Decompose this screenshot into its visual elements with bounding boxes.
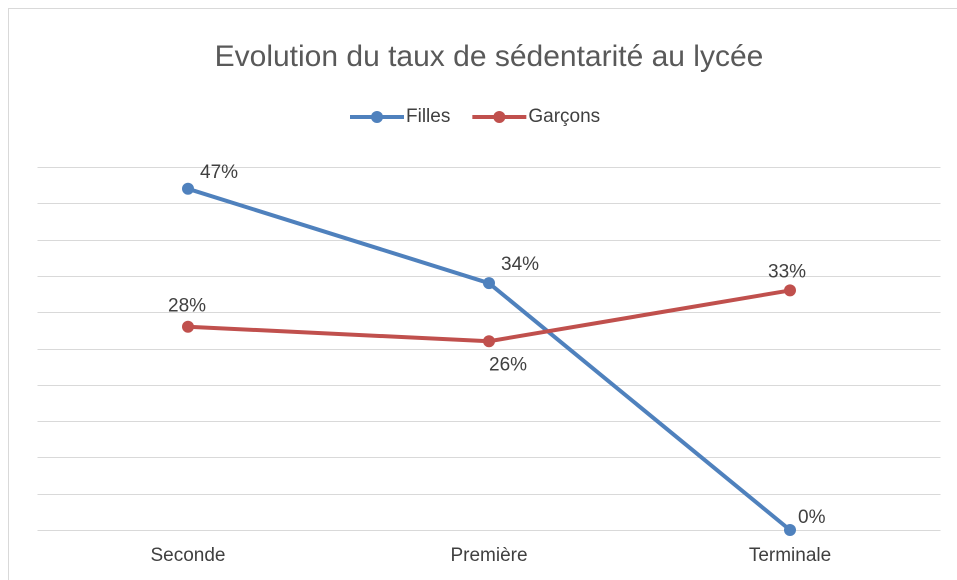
- data-label: 0%: [798, 507, 826, 528]
- legend-marker: [371, 111, 383, 123]
- data-label: 33%: [768, 261, 806, 282]
- legend-label: Garçons: [528, 106, 600, 127]
- data-point: [483, 335, 495, 348]
- data-label: 28%: [168, 296, 206, 317]
- x-tick-label: Seconde: [150, 545, 225, 566]
- data-label: 47%: [200, 162, 238, 183]
- x-tick-label: Première: [450, 545, 527, 566]
- data-point: [182, 182, 194, 195]
- chart-title: Evolution du taux de sédentarité au lycé…: [215, 40, 764, 73]
- x-tick-label: Terminale: [749, 545, 831, 566]
- data-point: [182, 320, 194, 333]
- data-point: [784, 524, 796, 536]
- data-point: [483, 277, 495, 290]
- data-point: [784, 284, 796, 297]
- legend-marker: [493, 111, 506, 123]
- data-label: 34%: [501, 254, 539, 275]
- legend-label: Filles: [406, 106, 450, 127]
- chart-frame: [8, 8, 957, 580]
- data-label: 26%: [489, 354, 527, 375]
